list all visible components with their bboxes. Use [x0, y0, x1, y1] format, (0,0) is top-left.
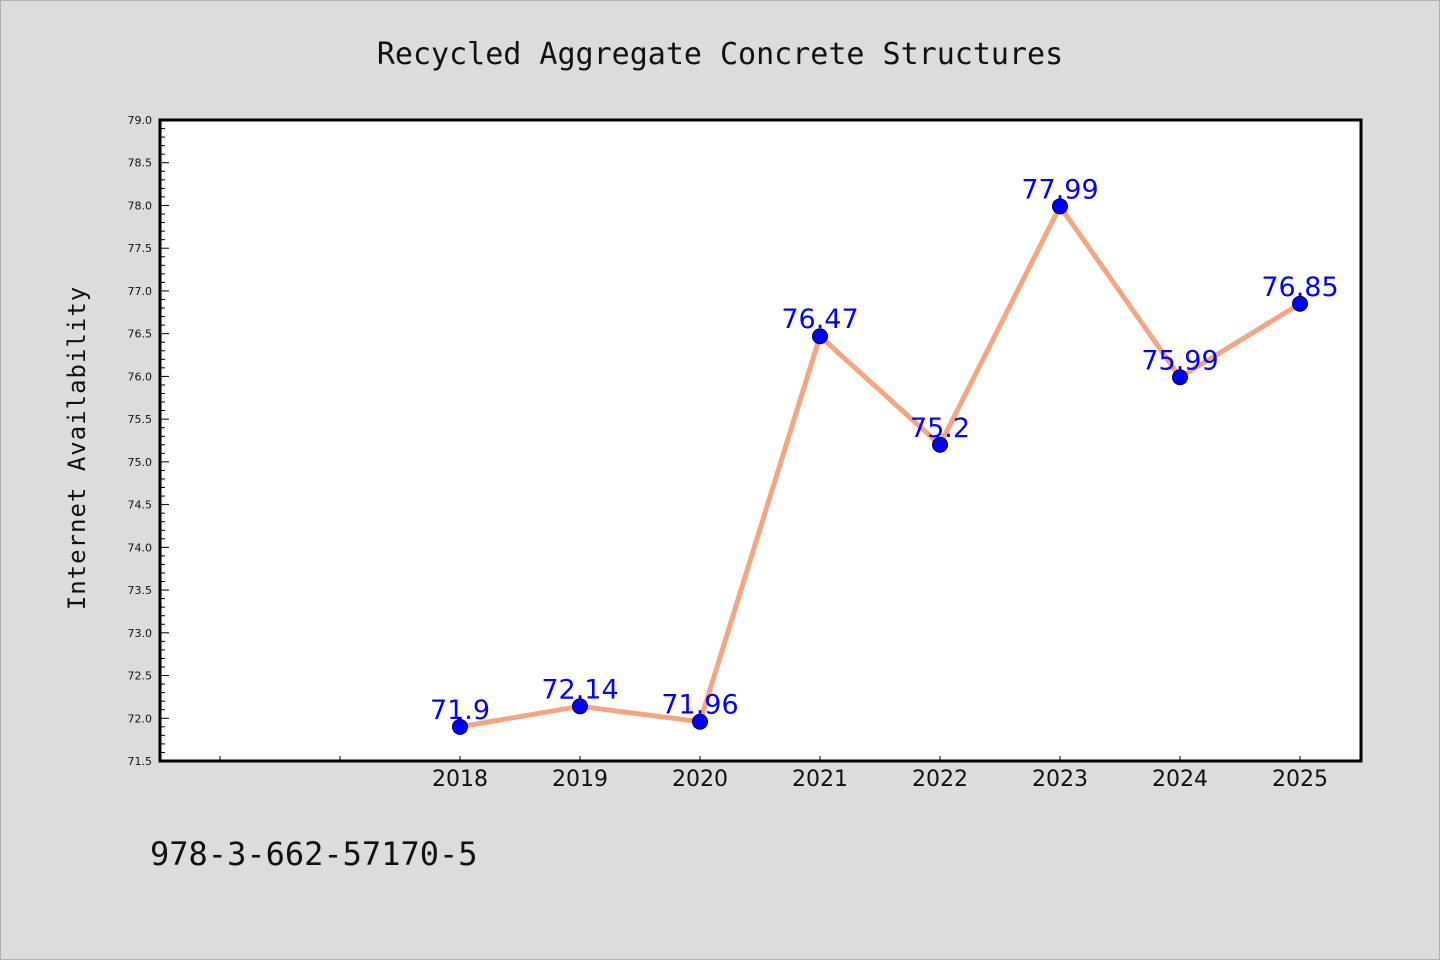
data-value-label: 72.14: [541, 674, 618, 705]
chart-title: Recycled Aggregate Concrete Structures: [377, 37, 1063, 72]
data-value-label: 76.47: [781, 304, 858, 335]
y-tick-label: 77.0: [128, 285, 153, 298]
y-axis-ticks: 71.5 72.0 72.5 73.0 73.5 74.0 74.5 75.0 75.5 76.0…: [128, 114, 169, 768]
isbn-text: 978-3-662-57170-5: [150, 835, 478, 873]
data-point-marker: [452, 718, 468, 735]
y-tick-label: 71.5: [128, 755, 153, 768]
data-value-label: 75.99: [1141, 345, 1218, 376]
y-tick-label: 77.5: [128, 242, 153, 255]
series-line-group: 71.9 72.14 71.96 76.47 75.2 77.99 75.99 76.85: [430, 174, 1339, 735]
x-tick-label: 2024: [1152, 767, 1208, 792]
y-tick-label: 73.0: [128, 627, 153, 640]
data-value-label: 71.9: [430, 695, 490, 726]
x-tick-label: 2019: [552, 767, 608, 792]
x-tick-label: 2021: [792, 767, 848, 792]
y-tick-label: 75.0: [128, 456, 153, 469]
plot-area: [160, 120, 1361, 761]
x-tick-label: 2023: [1032, 767, 1088, 792]
x-tick-label: 2022: [912, 767, 968, 792]
data-value-label: 75.2: [910, 413, 970, 444]
data-point-marker: [812, 328, 828, 345]
y-tick-label: 76.0: [128, 370, 153, 383]
y-tick-label: 74.5: [128, 499, 153, 512]
x-tick-label: 2018: [432, 767, 488, 792]
data-point-marker: [1172, 369, 1188, 386]
y-tick-label: 73.5: [128, 584, 153, 597]
x-tick-label: 2025: [1272, 767, 1328, 792]
x-tick-label: 2020: [672, 767, 728, 792]
data-value-label: 77.99: [1021, 174, 1098, 205]
data-point-marker: [932, 436, 948, 453]
data-point-marker: [572, 698, 588, 715]
y-axis-label: Internet Availability: [63, 286, 91, 610]
y-tick-label: 72.0: [128, 712, 153, 725]
series-line: [457, 203, 1303, 730]
y-tick-label: 72.5: [128, 670, 153, 683]
data-point-marker: [1052, 198, 1068, 215]
y-tick-label: 75.5: [128, 413, 153, 426]
data-point-marker: [692, 713, 708, 730]
data-value-label: 76.85: [1261, 272, 1338, 303]
y-tick-label: 74.0: [128, 541, 153, 554]
y-tick-label: 79.0: [128, 114, 153, 127]
y-tick-label: 78.0: [128, 199, 153, 212]
data-point-marker: [1292, 295, 1308, 312]
plot-frame: [158, 118, 1363, 763]
y-tick-label: 76.5: [128, 328, 153, 341]
y-tick-label: 78.5: [128, 157, 153, 170]
data-value-label: 71.96: [661, 690, 738, 721]
x-axis-ticks: 2018 2019 2020 2021 2022 2023 2024 2025: [219, 756, 1328, 792]
